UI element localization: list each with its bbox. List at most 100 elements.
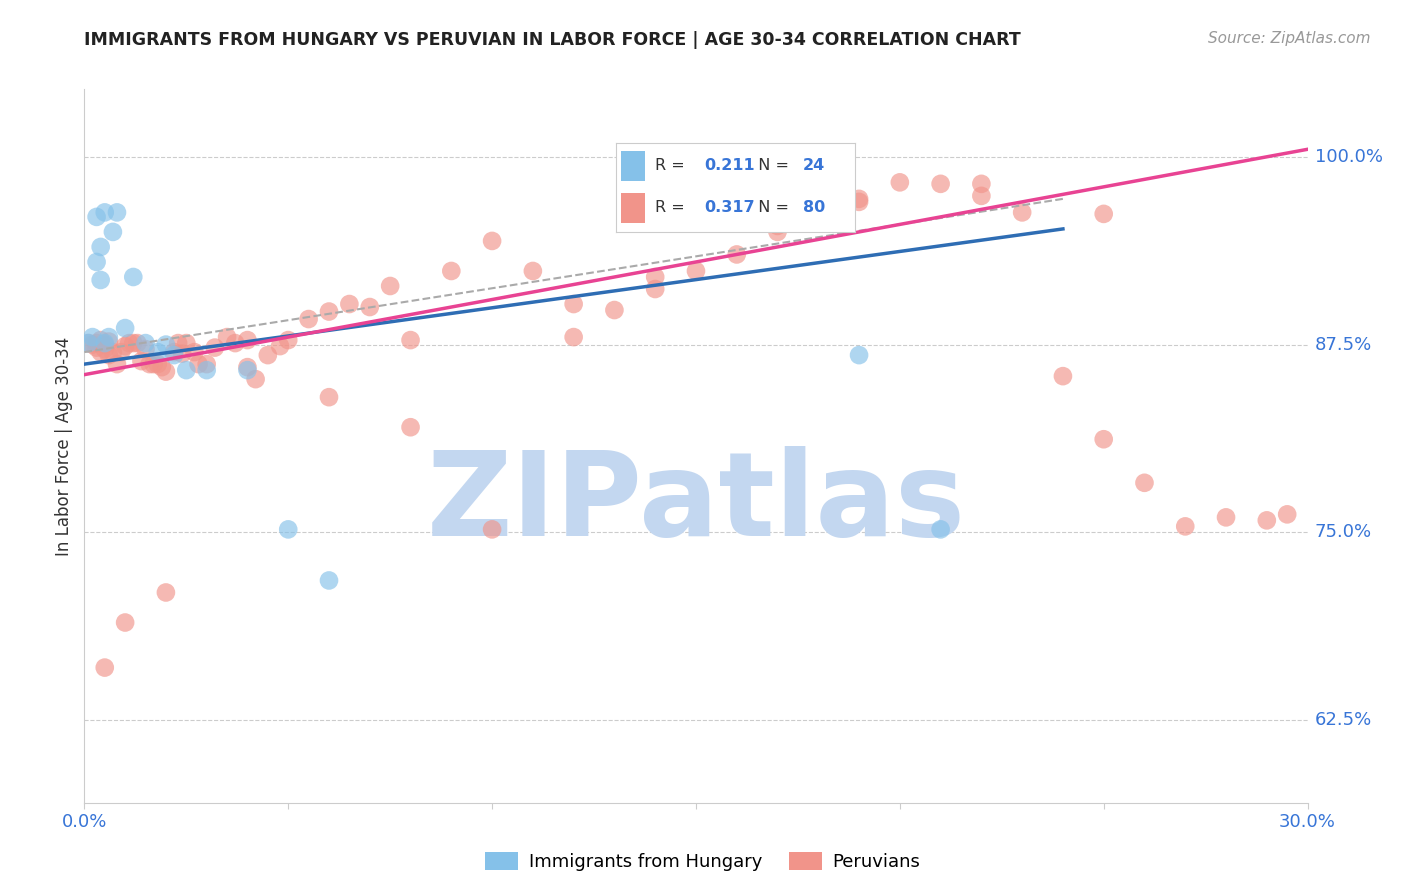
Point [105,205,128,219]
Point [399,420,422,434]
Point [889,175,911,189]
Point [725,247,748,261]
Point [603,303,626,318]
Point [195,363,218,377]
Point [766,219,789,233]
Point [150,360,173,375]
Point [77,336,100,351]
Point [562,330,585,344]
Point [807,207,830,221]
Point [138,357,160,371]
Point [187,357,209,371]
Point [146,345,169,359]
Point [685,264,707,278]
Point [1011,205,1033,219]
Point [481,234,503,248]
Point [146,357,169,371]
Point [399,333,422,347]
Point [929,522,952,536]
Point [114,321,136,335]
Point [318,574,340,588]
Point [257,348,280,362]
Point [86,255,108,269]
Point [766,225,789,239]
Legend: Immigrants from Hungary, Peruvians: Immigrants from Hungary, Peruvians [478,846,928,879]
Point [174,363,197,377]
Point [86,210,108,224]
Point [105,357,128,371]
Point [174,336,197,351]
Point [195,357,218,371]
Text: IMMIGRANTS FROM HUNGARY VS PERUVIAN IN LABOR FORCE | AGE 30-34 CORRELATION CHART: IMMIGRANTS FROM HUNGARY VS PERUVIAN IN L… [84,31,1021,49]
Point [131,354,153,368]
Point [204,341,226,355]
Point [1052,369,1074,384]
Point [135,342,157,356]
Point [236,333,259,347]
Point [1215,510,1237,524]
Point [114,615,136,630]
Point [298,312,321,326]
Point [277,522,299,536]
Point [90,333,112,347]
Point [90,273,112,287]
Point [122,270,145,285]
Point [970,189,993,203]
Point [77,336,100,351]
Text: ZIPatlas: ZIPatlas [426,446,966,560]
Point [90,240,112,254]
Text: 62.5%: 62.5% [1315,711,1372,729]
Point [522,264,544,278]
Point [82,330,104,344]
Point [224,336,246,351]
Point [217,330,239,344]
Point [481,522,503,536]
Point [236,360,259,375]
Point [90,345,112,359]
Point [93,342,115,356]
Point [93,336,115,351]
Point [122,336,145,351]
Point [269,339,291,353]
Text: 100.0%: 100.0% [1315,148,1382,166]
Text: 75.0%: 75.0% [1315,524,1372,541]
Point [236,363,259,377]
Point [86,336,108,351]
Point [163,345,186,359]
Point [127,336,149,351]
Point [172,346,194,360]
Point [277,333,299,347]
Point [163,348,186,362]
Point [848,192,870,206]
Point [848,348,870,362]
Point [155,337,177,351]
Point [1256,513,1278,527]
Point [318,390,340,404]
Point [97,334,120,349]
Point [142,357,165,371]
Point [644,282,666,296]
Text: 87.5%: 87.5% [1315,335,1372,353]
Point [929,177,952,191]
Point [245,372,267,386]
Point [97,348,120,362]
Point [118,336,141,351]
Point [135,336,157,351]
Point [93,660,115,674]
Point [114,339,136,353]
Point [1092,207,1115,221]
Text: Source: ZipAtlas.com: Source: ZipAtlas.com [1208,31,1371,46]
Point [1133,475,1156,490]
Point [82,337,104,351]
Point [183,345,205,359]
Point [167,336,190,351]
Point [339,297,360,311]
Point [359,300,381,314]
Point [101,345,124,359]
Point [93,337,115,351]
Point [155,585,177,599]
Point [86,341,108,355]
Point [110,345,132,359]
Point [562,297,585,311]
Point [644,270,666,285]
